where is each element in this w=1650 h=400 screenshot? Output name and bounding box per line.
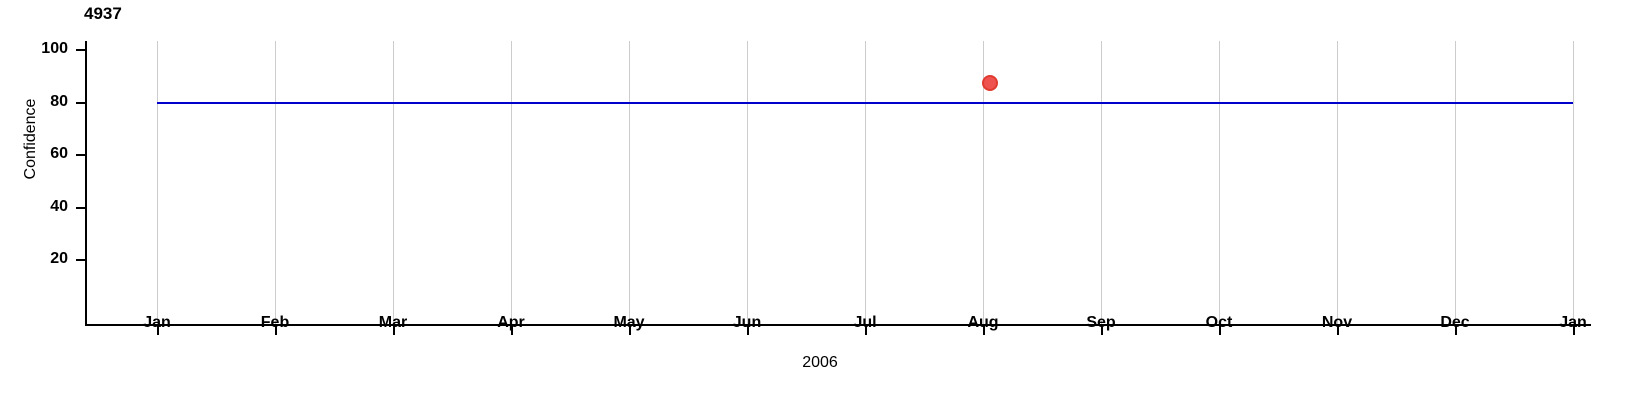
gridline-dec-11 bbox=[1455, 41, 1456, 325]
data-point-observation-0[interactable] bbox=[982, 75, 999, 92]
gridline-nov-10 bbox=[1337, 41, 1338, 325]
x-tick-label-mar-2: Mar bbox=[378, 314, 408, 331]
x-tick-mark-jun-5 bbox=[747, 326, 749, 335]
y-axis-line bbox=[85, 41, 87, 326]
x-tick-mark-jan-0 bbox=[157, 326, 159, 335]
x-tick-label-dec-11: Dec bbox=[1440, 314, 1470, 331]
y-tick-mark-40 bbox=[76, 207, 85, 209]
x-tick-mark-aug-7 bbox=[983, 326, 985, 335]
x-tick-label-jan-0: Jan bbox=[143, 314, 171, 331]
y-tick-label-40: 40 bbox=[50, 198, 68, 215]
y-tick-label-20: 20 bbox=[50, 250, 68, 267]
gridline-sep-8 bbox=[1101, 41, 1102, 325]
x-tick-mark-mar-2 bbox=[393, 326, 395, 335]
gridline-jun-5 bbox=[747, 41, 748, 325]
x-tick-mark-sep-8 bbox=[1101, 326, 1103, 335]
x-tick-label-aug-7: Aug bbox=[967, 314, 999, 331]
x-tick-mark-feb-1 bbox=[275, 326, 277, 335]
y-tick-label-60: 60 bbox=[50, 145, 68, 162]
y-tick-mark-20 bbox=[76, 259, 85, 261]
x-tick-mark-dec-11 bbox=[1455, 326, 1457, 335]
chart-title: 4937 bbox=[84, 4, 122, 23]
y-tick-mark-80 bbox=[76, 102, 85, 104]
x-tick-mark-may-4 bbox=[629, 326, 631, 335]
x-tick-mark-apr-3 bbox=[511, 326, 513, 335]
y-tick-mark-100 bbox=[76, 49, 85, 51]
x-tick-label-jun-5: Jun bbox=[732, 314, 762, 331]
x-tick-label-nov-10: Nov bbox=[1321, 314, 1353, 331]
x-tick-label-jan-12: Jan bbox=[1559, 314, 1587, 331]
gridline-aug-7 bbox=[983, 41, 984, 325]
x-tick-label-may-4: May bbox=[613, 314, 645, 331]
gridline-apr-3 bbox=[511, 41, 512, 325]
x-axis-title: 2006 bbox=[0, 354, 1650, 372]
x-tick-label-oct-9: Oct bbox=[1205, 314, 1233, 331]
gridline-oct-9 bbox=[1219, 41, 1220, 325]
y-tick-mark-60 bbox=[76, 154, 85, 156]
x-tick-label-feb-1: Feb bbox=[260, 314, 290, 331]
gridline-feb-1 bbox=[275, 41, 276, 325]
gridline-jan-12 bbox=[1573, 41, 1574, 325]
x-tick-mark-jan-12 bbox=[1573, 326, 1575, 335]
x-tick-mark-oct-9 bbox=[1219, 326, 1221, 335]
x-tick-label-apr-3: Apr bbox=[497, 314, 525, 331]
y-tick-label-100: 100 bbox=[41, 40, 68, 57]
gridline-may-4 bbox=[629, 41, 630, 325]
gridline-mar-2 bbox=[393, 41, 394, 325]
x-tick-mark-nov-10 bbox=[1337, 326, 1339, 335]
gridline-jan-0 bbox=[157, 41, 158, 325]
x-tick-label-sep-8: Sep bbox=[1086, 314, 1116, 331]
x-axis-title-text: 2006 bbox=[802, 354, 838, 371]
x-tick-mark-jul-6 bbox=[865, 326, 867, 335]
x-tick-label-jul-6: Jul bbox=[853, 314, 877, 331]
x-axis-line bbox=[85, 324, 1591, 326]
gridline-jul-6 bbox=[865, 41, 866, 325]
y-tick-label-80: 80 bbox=[50, 93, 68, 110]
